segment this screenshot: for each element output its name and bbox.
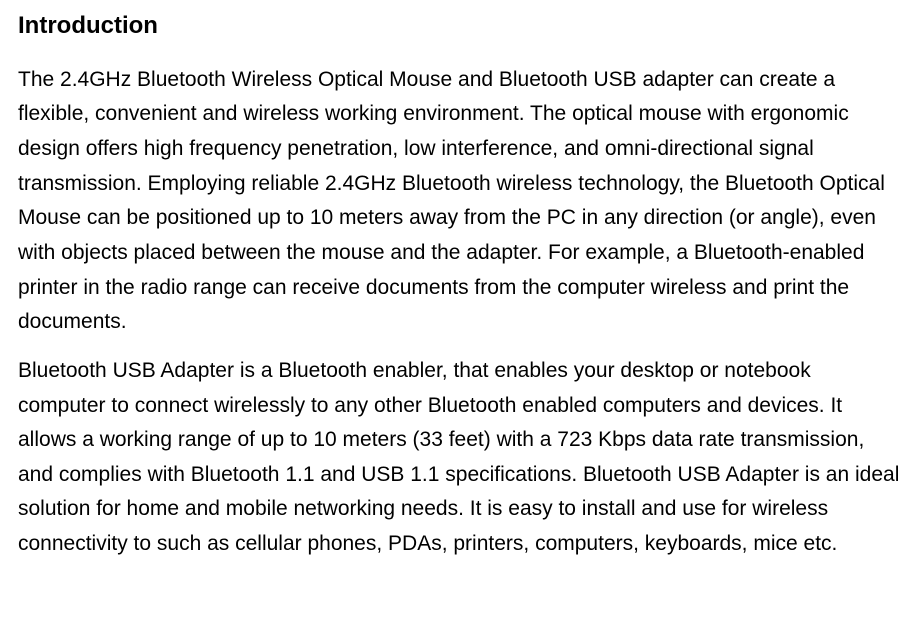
intro-paragraph-2: Bluetooth USB Adapter is a Bluetooth ena… xyxy=(18,354,900,562)
intro-paragraph-1: The 2.4GHz Bluetooth Wireless Optical Mo… xyxy=(18,63,900,340)
section-heading: Introduction xyxy=(18,12,900,41)
document-page: Introduction The 2.4GHz Bluetooth Wirele… xyxy=(0,0,918,562)
